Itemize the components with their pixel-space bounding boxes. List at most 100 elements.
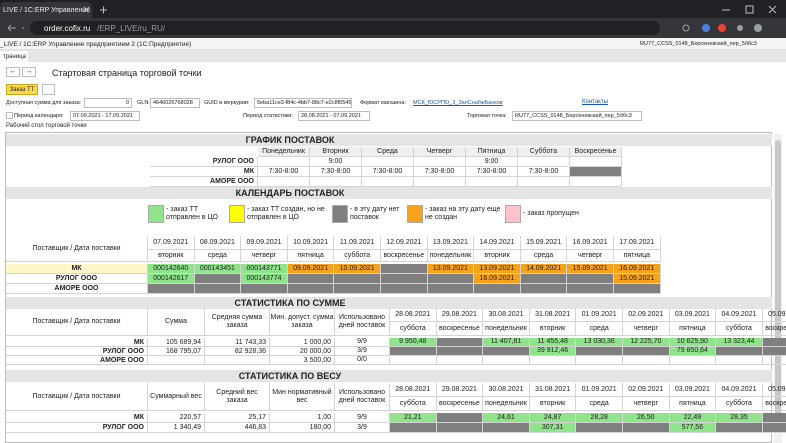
scroll-thumb[interactable]	[775, 140, 781, 430]
corner-header: Поставщик / Дата поставки	[6, 236, 148, 262]
cell	[762, 356, 786, 365]
cell[interactable]	[287, 284, 335, 294]
cell[interactable]: 10.09.2021	[334, 264, 381, 274]
cell	[762, 347, 786, 356]
cell	[205, 356, 270, 365]
cell[interactable]	[381, 264, 428, 274]
checkbox[interactable]	[6, 112, 13, 119]
cell[interactable]: 000143771	[241, 264, 288, 274]
cell[interactable]	[520, 274, 568, 284]
cell	[362, 177, 414, 187]
cell[interactable]: 13.09.2021	[474, 264, 521, 274]
cell: 20 000,00	[270, 347, 335, 356]
cell[interactable]	[567, 284, 614, 294]
cell[interactable]: 15.09.2021	[567, 264, 614, 274]
back-button[interactable]: ←	[6, 67, 20, 77]
cell[interactable]	[567, 274, 614, 284]
day-header: Понедельник	[258, 147, 310, 157]
cell[interactable]: 16.09.2021	[614, 264, 661, 274]
cell: 82 928,36	[205, 347, 270, 356]
cell[interactable]: 13.09.2021	[427, 264, 475, 274]
cell	[762, 338, 786, 347]
day-header: суббота	[390, 397, 437, 411]
cell[interactable]: 000143774	[241, 274, 288, 284]
cell[interactable]	[381, 274, 428, 284]
cell[interactable]	[474, 284, 521, 294]
column-header: Суммарный вес	[148, 383, 205, 411]
order-button[interactable]: Заказ ТТ	[6, 84, 38, 95]
cell[interactable]	[427, 274, 475, 284]
cell[interactable]: 000143451	[194, 264, 242, 274]
cell[interactable]	[148, 284, 195, 294]
cell	[576, 356, 623, 365]
cell[interactable]	[520, 284, 568, 294]
field-label: Торговая точка:	[467, 113, 507, 119]
cell[interactable]	[241, 284, 288, 294]
day-header: Вторник	[310, 147, 362, 157]
day-header: суббота	[334, 250, 381, 262]
contacts-link[interactable]: Контакты	[582, 99, 608, 105]
field-input[interactable]: 0	[84, 98, 132, 108]
cell: 26,50	[623, 413, 670, 423]
section-bar	[6, 370, 772, 382]
cell: 7:30-8:00	[362, 167, 414, 177]
field-input[interactable]: RU77_CCSS_0148_Берсеневский_пер_5/tбс3	[512, 111, 642, 121]
browser-tab[interactable]: LIVE / 1С:ERP Управление п	[0, 2, 92, 18]
cell: 220,57	[148, 413, 205, 423]
forward-button[interactable]: →	[22, 67, 36, 77]
cell[interactable]: 16.09.2021	[474, 274, 521, 284]
field-input[interactable]: 28.08.2021 - 07.09.2021	[298, 111, 370, 121]
column-header: Мин нормативный вес	[270, 383, 335, 411]
cell	[362, 157, 414, 167]
cell: 307,31	[529, 423, 577, 433]
day-header: понедельник	[483, 397, 530, 411]
cell[interactable]	[614, 284, 661, 294]
cell: 7:30-8:00	[258, 167, 310, 177]
cell[interactable]	[194, 274, 242, 284]
cell	[483, 347, 530, 356]
cell: 9/9	[335, 338, 390, 347]
day-header: среда	[576, 322, 623, 336]
legend-swatch	[148, 205, 164, 223]
field-link[interactable]: МСК_ЮСРПО_3_ЗапСнабжБанков	[413, 100, 503, 106]
cell: 13 323,44	[716, 338, 763, 347]
url-path[interactable]: /ERP_LIVE/ru_RU/	[97, 23, 166, 33]
cell	[258, 157, 310, 167]
date-header: 29.08.2021	[436, 383, 484, 397]
cell	[716, 356, 763, 365]
date-header: 08.09.2021	[194, 236, 242, 250]
cell[interactable]: 15.09.2021	[614, 274, 661, 284]
icon-button[interactable]	[42, 84, 55, 95]
cell[interactable]	[194, 284, 242, 294]
day-header: суббота	[716, 322, 763, 336]
cell	[623, 347, 670, 356]
date-header: 01.09.2021	[576, 308, 623, 322]
cell[interactable]: 09.09.2021	[287, 264, 335, 274]
cell: 21,21	[390, 413, 437, 423]
date-header: 05.09.2021	[762, 383, 786, 397]
cell[interactable]: 000142617	[148, 274, 195, 284]
cell[interactable]: 000142640	[148, 264, 195, 274]
column-header: Средний вес заказа	[205, 383, 270, 411]
field-input[interactable]: 07.09.2021 - 17.09.2021	[70, 111, 140, 121]
cell[interactable]	[334, 284, 381, 294]
cell[interactable]	[287, 274, 335, 284]
cell: 11 455,48	[529, 338, 577, 347]
cell: 28,28	[576, 413, 623, 423]
cell[interactable]: 14.09.2021	[520, 264, 568, 274]
cell[interactable]	[381, 284, 428, 294]
cell[interactable]	[334, 274, 381, 284]
field-input[interactable]: 4640026768028	[150, 98, 200, 108]
supplier: МК	[6, 264, 148, 274]
day-header: вторник	[474, 250, 521, 262]
column-header: Сумма	[148, 308, 205, 336]
cell	[570, 167, 622, 177]
cell: 79 850,64	[669, 347, 717, 356]
cell	[390, 356, 437, 365]
app-tab[interactable]: траница	[0, 51, 28, 62]
cell[interactable]	[427, 284, 475, 294]
cell: 1,00	[270, 413, 335, 423]
field-input[interactable]: 5eba11ce3-f84c-4bb7-88c7-e2c8f054553	[254, 98, 352, 108]
url-host[interactable]: order.cofix.ru	[44, 23, 91, 33]
cell	[436, 413, 484, 423]
